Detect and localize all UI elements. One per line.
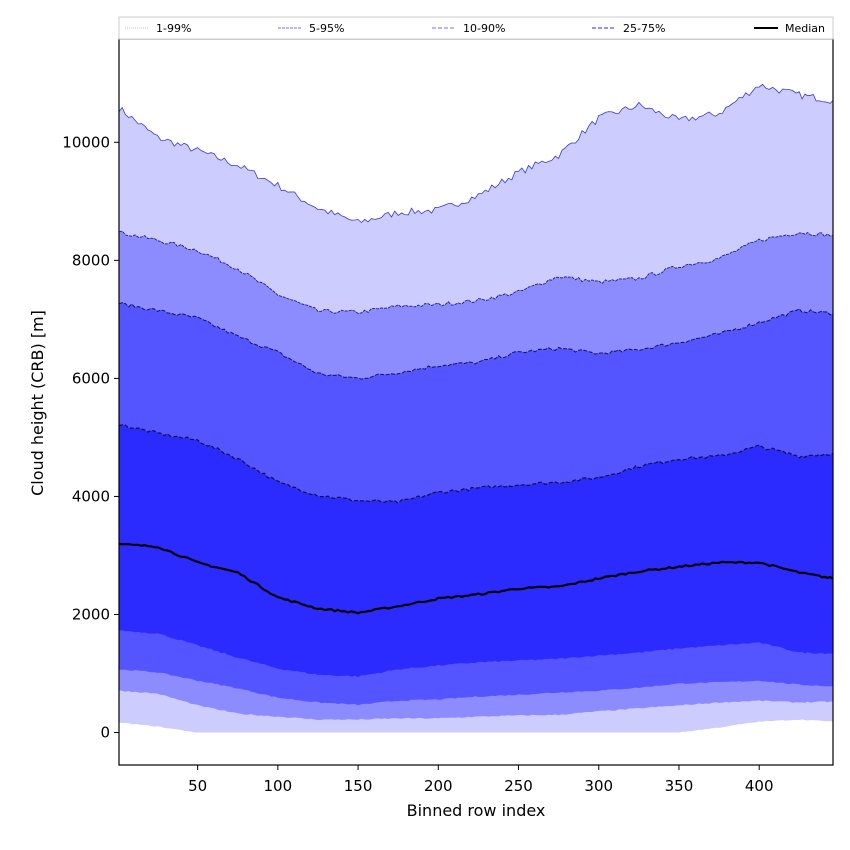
band-25-75% (119, 424, 833, 677)
boundary-lines (118, 83, 834, 615)
x-axis-label: Binned row index (407, 801, 546, 820)
x-tick-label: 350 (665, 777, 694, 795)
x-axis-ticks: 50 100 150 200 250 300 350 400 (188, 765, 774, 795)
y-axis-label: Cloud height (CRB) [m] (28, 310, 47, 496)
x-tick-label: 300 (584, 777, 613, 795)
y-axis-ticks: 0 2000 4000 6000 8000 10000 (62, 133, 119, 742)
legend-label: 10-90% (463, 22, 505, 35)
line-p90 (118, 302, 834, 380)
legend-label: 25-75% (623, 22, 665, 35)
x-tick-label: 100 (264, 777, 293, 795)
x-tick-label: 400 (745, 777, 774, 795)
y-tick-label: 2000 (72, 605, 110, 623)
line-p95 (118, 230, 834, 314)
legend-label: 5-95% (309, 22, 344, 35)
legend-label: 1-99% (156, 22, 191, 35)
legend-label: Median (785, 22, 825, 35)
legend-entry: 5-95% (278, 22, 344, 35)
x-tick-label: 200 (424, 777, 453, 795)
line-p99 (118, 83, 834, 224)
y-tick-label: 6000 (72, 369, 110, 387)
line-p75 (118, 424, 834, 504)
legend-box (118, 16, 834, 40)
line-median (118, 542, 834, 615)
legend-entry: Median (754, 22, 825, 35)
y-tick-label: 8000 (72, 251, 110, 269)
legend-entry: 10-90% (432, 22, 505, 35)
y-tick-label: 0 (100, 724, 110, 742)
legend-entry: 1-99% (125, 22, 191, 35)
legend-entry: 25-75% (592, 22, 665, 35)
x-tick-label: 50 (188, 777, 207, 795)
y-tick-label: 10000 (62, 133, 110, 151)
legend: 1-99% 5-95% 10-90% 25-75% Median (118, 16, 834, 40)
x-tick-label: 250 (504, 777, 533, 795)
y-tick-label: 4000 (72, 487, 110, 505)
x-tick-label: 150 (344, 777, 373, 795)
